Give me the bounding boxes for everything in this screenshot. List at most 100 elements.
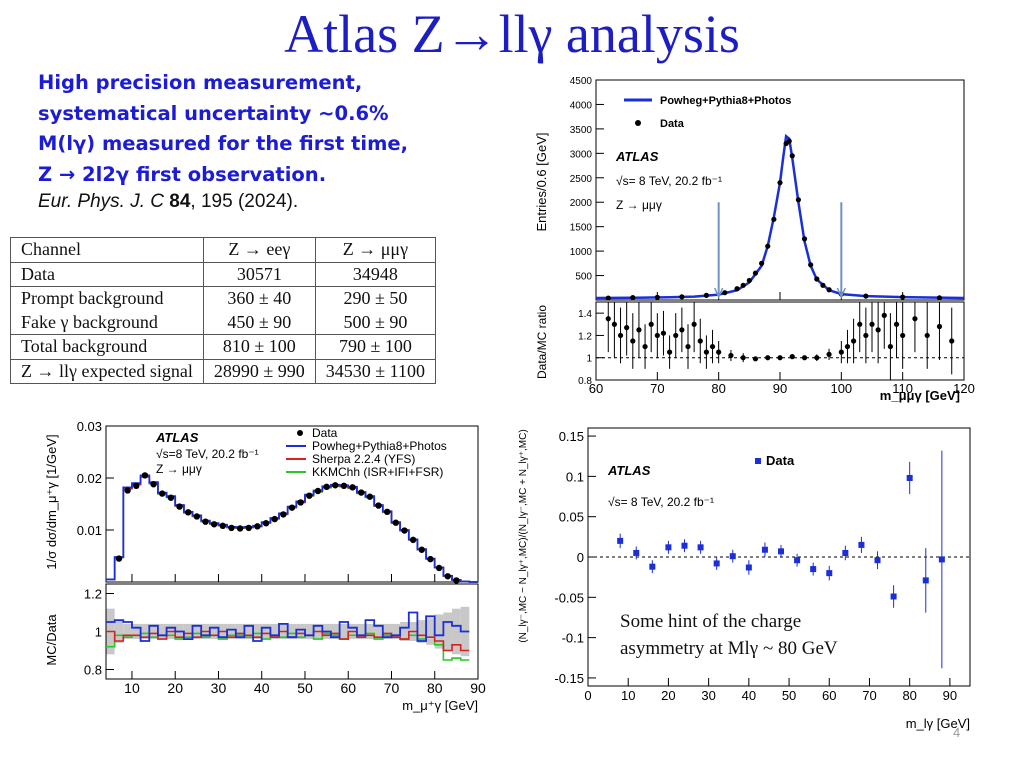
data-point [159, 490, 166, 497]
table-cell: Data [10, 261, 204, 287]
uncertainty-band [374, 623, 383, 640]
citation-journal: Eur. Phys. J. C [38, 191, 164, 212]
uncertainty-band [140, 623, 150, 640]
data-point [288, 504, 296, 511]
x-tick-label: 10 [621, 688, 635, 703]
ratio-point [814, 355, 820, 361]
table-header-cell: Z → μμγ [314, 237, 437, 263]
x-tick-label: 0 [584, 688, 591, 703]
data-point [906, 474, 913, 481]
ratio-point [611, 321, 617, 327]
uncertainty-band [304, 623, 314, 640]
table-cell: 34948 [314, 261, 437, 287]
y-tick-label: 2000 [570, 198, 593, 209]
legend-label: KKMChh (ISR+IFI+FSR) [312, 465, 443, 479]
cut-arrow-head [836, 287, 847, 299]
data-point [219, 522, 226, 530]
x-tick-label: 70 [384, 680, 400, 696]
data-point [306, 492, 313, 499]
ratio-point [801, 355, 808, 361]
powheg-ratio [106, 611, 470, 642]
event-yield-table: Channel Z → eeγ Z → μμγ Data 30571 34948… [10, 237, 437, 384]
ratio-point [636, 327, 642, 333]
x-tick-label: 50 [782, 688, 796, 703]
x-tick-label: 10 [124, 680, 140, 696]
data-point [794, 557, 801, 564]
uncertainty-band [443, 612, 453, 651]
ratio-point [679, 327, 685, 333]
data-point [271, 515, 278, 523]
data-point [679, 294, 685, 300]
uncertainty-band [149, 623, 158, 640]
lumi-label: √s=8 TeV, 20.2 fb⁻¹ [156, 447, 259, 461]
main-frame [595, 79, 965, 301]
data-point [810, 566, 817, 573]
data-point [176, 503, 183, 510]
ratio-point [881, 312, 887, 318]
ratio-point [685, 343, 691, 350]
data-point [863, 293, 869, 299]
data-point [681, 542, 688, 549]
x-tick-label: 30 [701, 688, 715, 703]
uncertainty-band [391, 623, 401, 640]
ratio-y-tick-label: 1 [586, 354, 592, 365]
data-point [184, 509, 192, 516]
table-cell: 28990 ± 990 [202, 358, 316, 384]
slide-title: Atlas Z→llγ analysis [284, 4, 740, 64]
data-point [141, 472, 149, 479]
table-cell: 30571 [202, 261, 316, 287]
ratio-point [936, 323, 943, 330]
data-point [228, 524, 235, 532]
cut-arrow-head [713, 287, 724, 299]
ratio-point [875, 327, 881, 333]
table-row: Z → llγ expected signal 28990 ± 990 3453… [10, 358, 437, 384]
x-tick-label: 90 [943, 688, 957, 703]
x-tick-label: 70 [650, 381, 664, 396]
data-point [358, 489, 365, 496]
data-point [703, 292, 709, 298]
note-line: asymmetry at Mlγ ~ 80 GeV [620, 638, 838, 659]
atlas-label: ATLAS [615, 149, 659, 164]
x-tick-label: 70 [862, 688, 876, 703]
data-point [323, 483, 330, 491]
ratio-point [851, 338, 857, 344]
uncertainty-band [227, 623, 236, 640]
ratio-point [900, 332, 906, 339]
y-tick-label: 500 [575, 272, 592, 283]
x-tick-label: 30 [211, 680, 227, 696]
data-point [262, 520, 270, 527]
table-cell: 450 ± 90 [202, 310, 316, 335]
data-point [746, 277, 752, 284]
data-point [858, 541, 865, 548]
data-point [820, 282, 826, 288]
ratio-point [949, 338, 955, 344]
data-point [254, 523, 261, 530]
legend-label: Powheg+Pythia8+Photos [660, 95, 791, 107]
table-cell: Prompt background [10, 286, 204, 311]
uncertainty-band [209, 623, 219, 640]
y-axis-label: Entries/0.6 [GeV] [534, 133, 549, 232]
ratio-point [642, 343, 648, 350]
ratio-point [654, 332, 660, 339]
y-axis-label: 1/σ dσ/dm_μ⁺γ [1/GeV] [44, 434, 59, 569]
ratio-point [716, 349, 722, 355]
y-tick-label: 0.02 [77, 471, 102, 486]
uncertainty-band [183, 623, 193, 640]
y-tick-label: 2500 [570, 174, 593, 185]
data-point [124, 487, 131, 494]
x-tick-label: 80 [711, 381, 725, 396]
data-point [115, 555, 123, 562]
y-tick-label: 4500 [570, 76, 593, 87]
bullet-line: systematical uncertainty ~0.6% [38, 101, 389, 125]
data-point [722, 290, 728, 296]
x-tick-label: 20 [661, 688, 675, 703]
ratio-point [752, 356, 759, 362]
data-point [777, 180, 783, 186]
data-point [193, 513, 201, 520]
bullet-line: Z → 2l2γ first observation. [38, 162, 327, 186]
ratio-point [617, 332, 624, 339]
data-point [649, 563, 656, 570]
atlas-label: ATLAS [155, 430, 199, 445]
uncertainty-band [356, 623, 366, 640]
table-cell: 810 ± 100 [202, 334, 316, 360]
